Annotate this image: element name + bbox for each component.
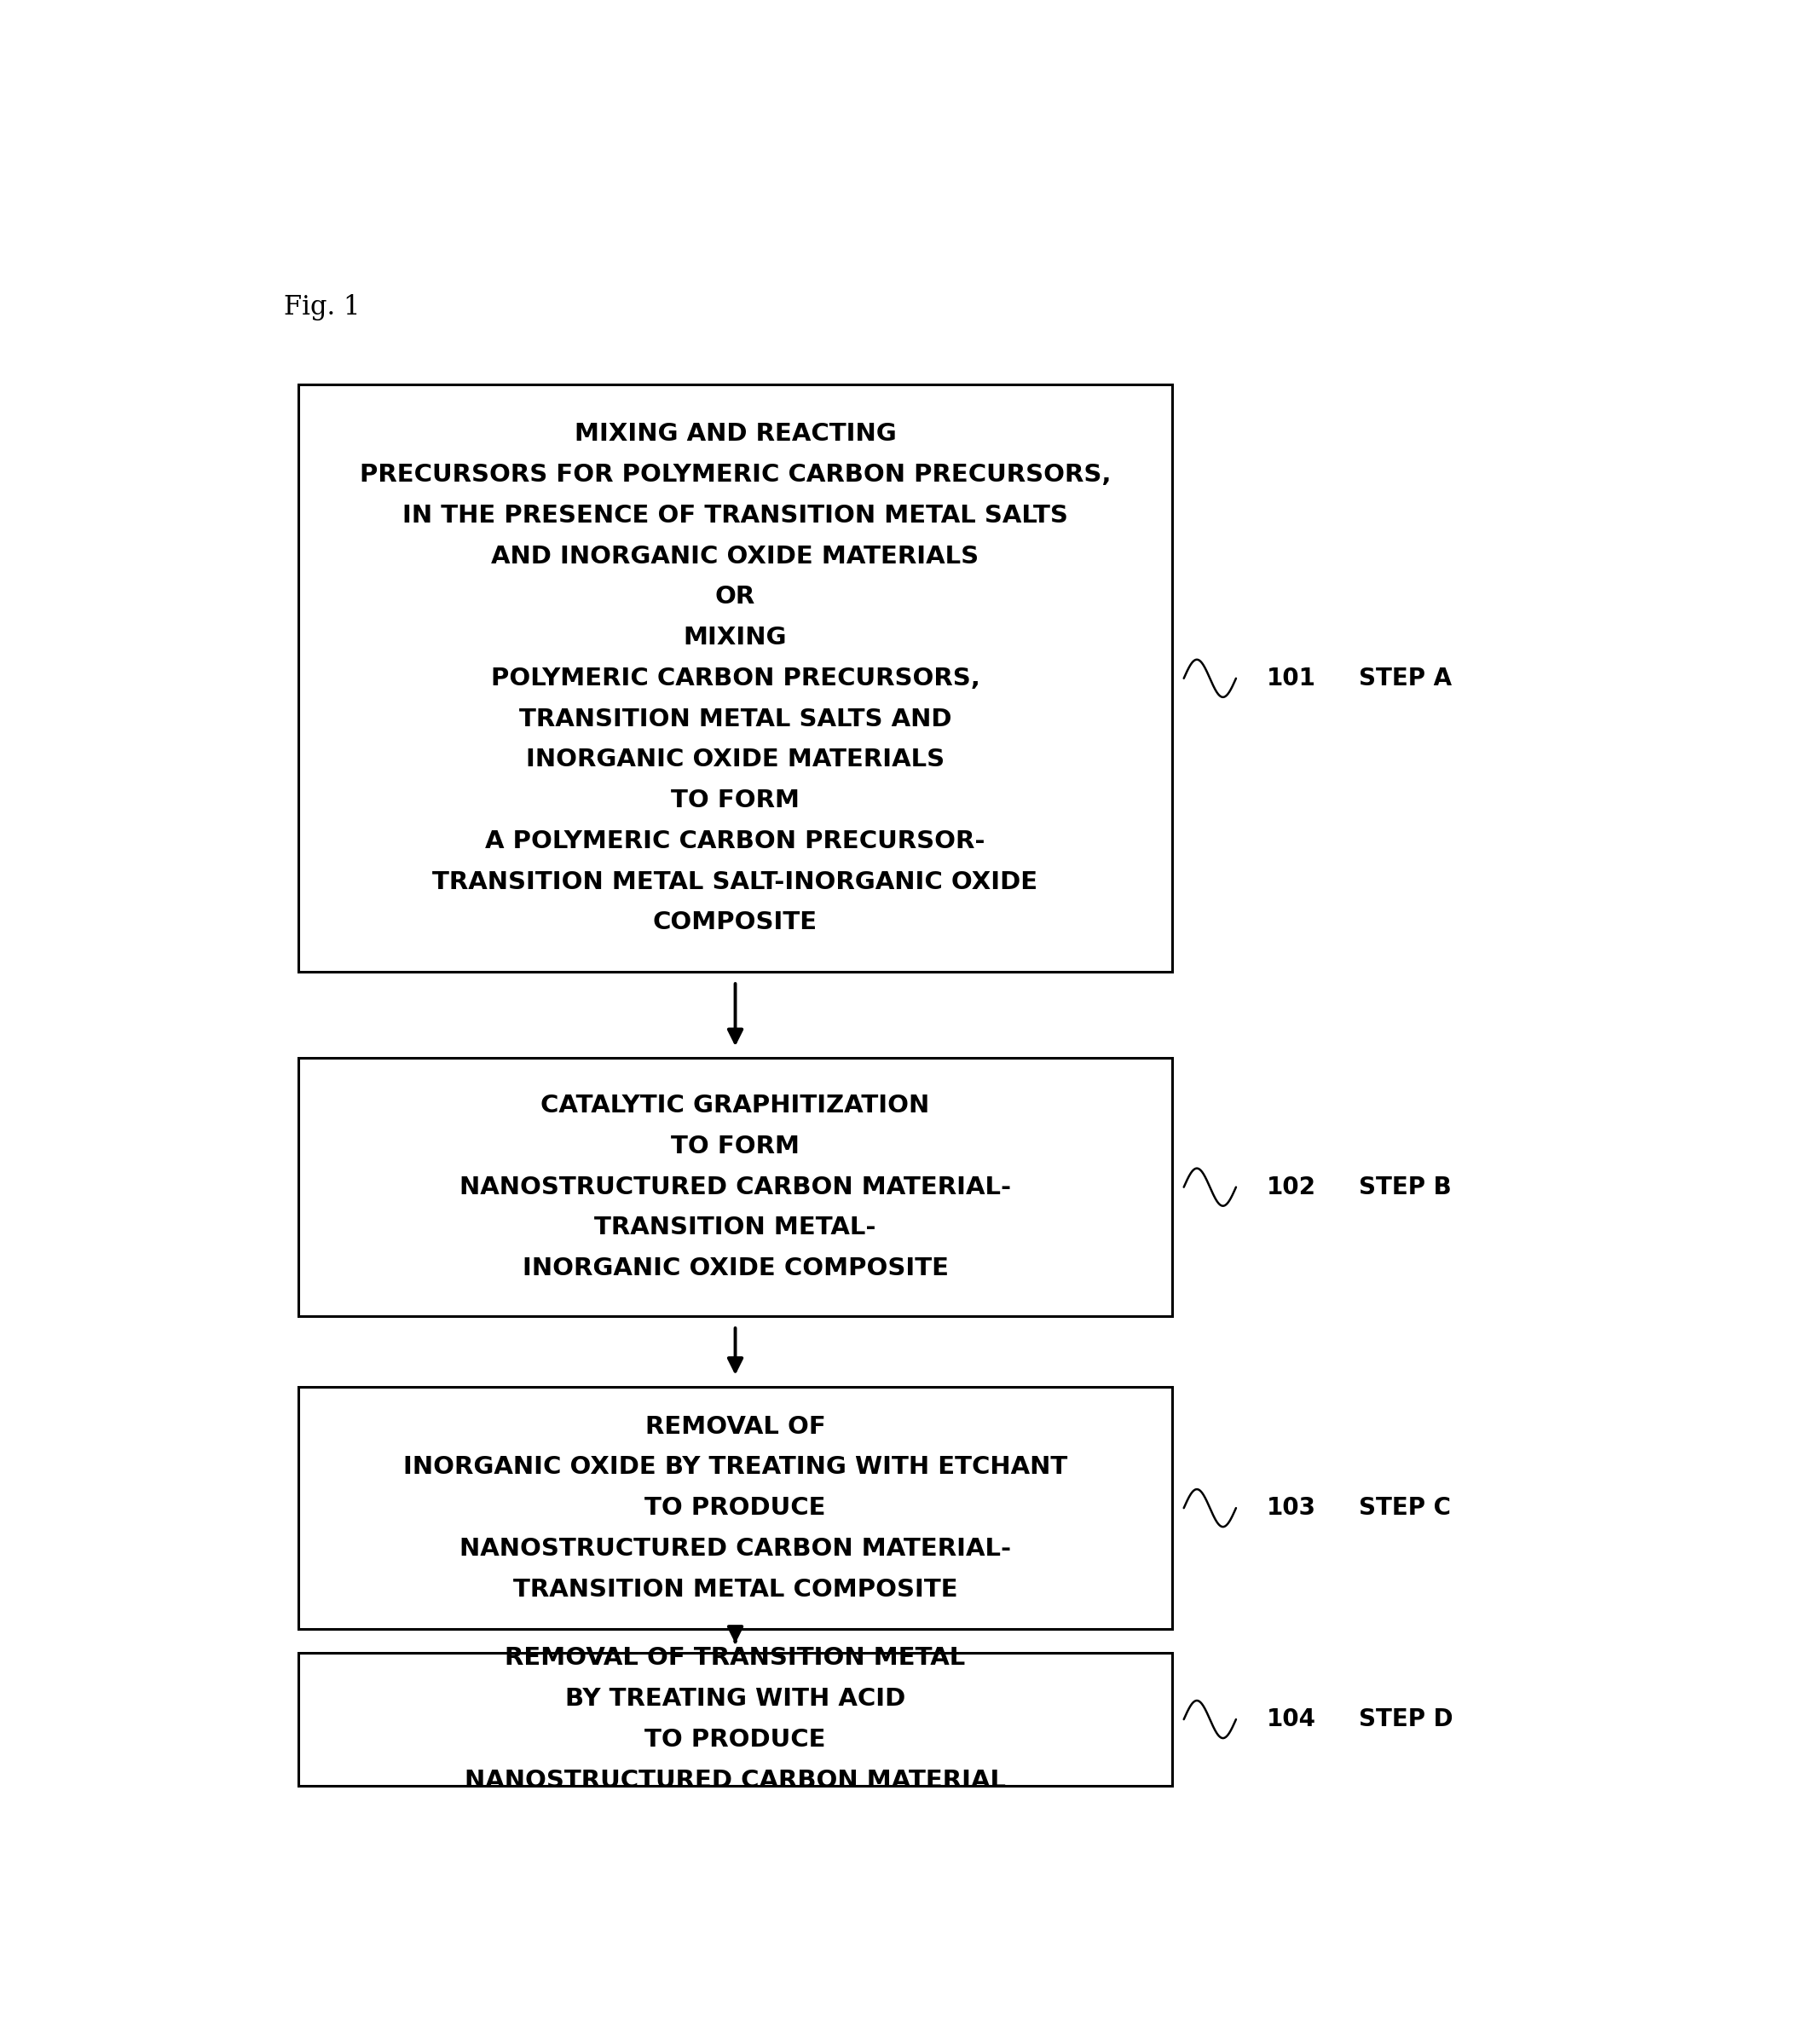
Text: BY TREATING WITH ACID: BY TREATING WITH ACID (564, 1687, 906, 1712)
Text: STEP A: STEP A (1360, 667, 1452, 691)
Text: 102: 102 (1267, 1175, 1316, 1199)
FancyBboxPatch shape (298, 1057, 1172, 1315)
Text: OR: OR (715, 586, 755, 610)
Text: AND INORGANIC OXIDE MATERIALS: AND INORGANIC OXIDE MATERIALS (491, 545, 979, 567)
Text: TO FORM: TO FORM (672, 789, 799, 813)
Text: TO PRODUCE: TO PRODUCE (644, 1496, 826, 1521)
Text: 104: 104 (1267, 1708, 1316, 1732)
FancyBboxPatch shape (298, 384, 1172, 972)
Text: INORGANIC OXIDE MATERIALS: INORGANIC OXIDE MATERIALS (526, 748, 945, 773)
Text: POLYMERIC CARBON PRECURSORS,: POLYMERIC CARBON PRECURSORS, (491, 667, 979, 691)
Text: TRANSITION METAL SALTS AND: TRANSITION METAL SALTS AND (519, 707, 952, 732)
Text: PRECURSORS FOR POLYMERIC CARBON PRECURSORS,: PRECURSORS FOR POLYMERIC CARBON PRECURSO… (360, 464, 1110, 486)
Text: TO FORM: TO FORM (672, 1134, 799, 1159)
Text: IN THE PRESENCE OF TRANSITION METAL SALTS: IN THE PRESENCE OF TRANSITION METAL SALT… (402, 504, 1068, 527)
Text: NANOSTRUCTURED CARBON MATERIAL-: NANOSTRUCTURED CARBON MATERIAL- (459, 1175, 1012, 1199)
Text: 101: 101 (1267, 667, 1316, 691)
Text: NANOSTRUCTURED CARBON MATERIAL-: NANOSTRUCTURED CARBON MATERIAL- (459, 1537, 1012, 1561)
Text: REMOVAL OF: REMOVAL OF (644, 1415, 826, 1439)
Text: INORGANIC OXIDE COMPOSITE: INORGANIC OXIDE COMPOSITE (522, 1256, 948, 1281)
Text: STEP B: STEP B (1360, 1175, 1451, 1199)
Text: TO PRODUCE: TO PRODUCE (644, 1728, 826, 1752)
Text: Fig. 1: Fig. 1 (284, 295, 360, 321)
Text: STEP D: STEP D (1360, 1708, 1452, 1732)
Text: TRANSITION METAL COMPOSITE: TRANSITION METAL COMPOSITE (513, 1578, 957, 1602)
Text: MIXING AND REACTING: MIXING AND REACTING (575, 423, 895, 445)
Text: 103: 103 (1267, 1496, 1316, 1521)
Text: INORGANIC OXIDE BY TREATING WITH ETCHANT: INORGANIC OXIDE BY TREATING WITH ETCHANT (404, 1456, 1067, 1480)
Text: A POLYMERIC CARBON PRECURSOR-: A POLYMERIC CARBON PRECURSOR- (486, 829, 985, 854)
Text: MIXING: MIXING (684, 626, 786, 651)
Text: NANOSTRUCTURED CARBON MATERIAL: NANOSTRUCTURED CARBON MATERIAL (464, 1769, 1006, 1793)
Text: REMOVAL OF TRANSITION METAL: REMOVAL OF TRANSITION METAL (504, 1647, 966, 1671)
FancyBboxPatch shape (298, 1387, 1172, 1628)
Text: COMPOSITE: COMPOSITE (653, 911, 817, 935)
Text: STEP C: STEP C (1360, 1496, 1451, 1521)
Text: TRANSITION METAL SALT-INORGANIC OXIDE: TRANSITION METAL SALT-INORGANIC OXIDE (433, 870, 1037, 895)
Text: TRANSITION METAL-: TRANSITION METAL- (595, 1216, 875, 1240)
FancyBboxPatch shape (298, 1653, 1172, 1785)
Text: CATALYTIC GRAPHITIZATION: CATALYTIC GRAPHITIZATION (541, 1094, 930, 1118)
